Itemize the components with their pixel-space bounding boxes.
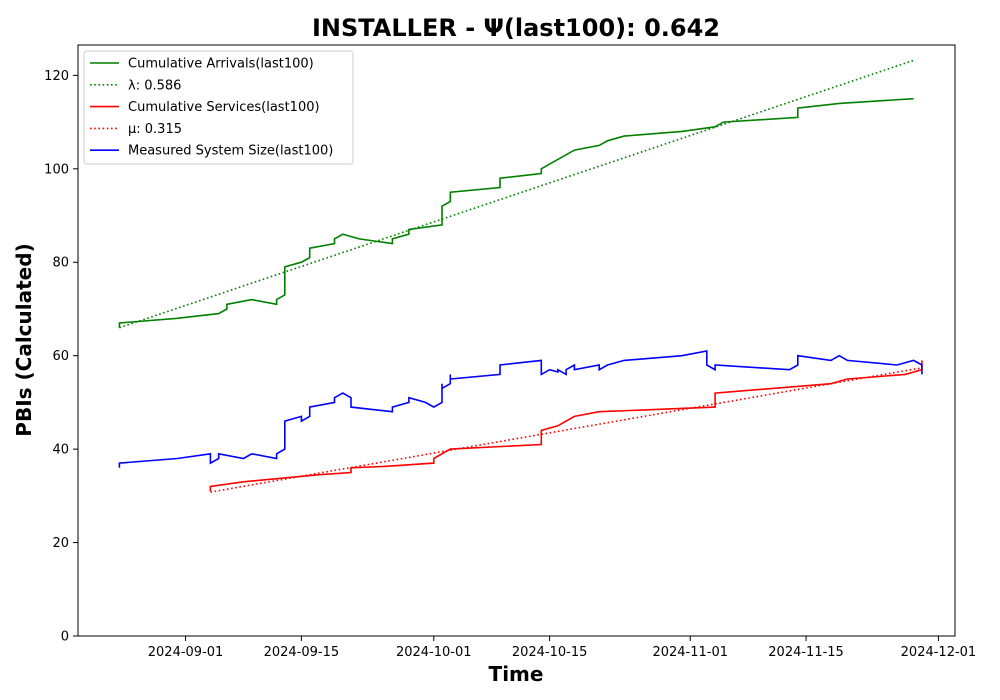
series-layer: [118, 59, 923, 493]
x-tick-label-1: 2024-09-15: [264, 645, 340, 660]
series-line-1: [119, 59, 914, 329]
legend-label-2: Cumulative Services(last100): [128, 100, 320, 115]
legend: Cumulative Arrivals(last100) λ: 0.586 Cumu…: [83, 50, 354, 165]
x-tick-label-3: 2024-10-15: [512, 645, 588, 660]
chart-title: INSTALLER - Ψ(last100): 0.642: [312, 14, 720, 42]
x-axis-label: Time: [489, 662, 544, 686]
legend-label-1: λ: 0.586: [128, 78, 181, 93]
y-tick-label-6: 120: [44, 69, 69, 84]
y-axis-ticks: 0 20 40 60 80 100 120: [44, 69, 78, 645]
series-line-3: [210, 367, 923, 493]
y-tick-label-2: 40: [52, 443, 69, 458]
y-axis-label: PBIs (Calculated): [12, 243, 36, 436]
series-line-0: [118, 97, 914, 328]
x-tick-label-0: 2024-09-01: [148, 645, 224, 660]
legend-label-0: Cumulative Arrivals(last100): [128, 57, 314, 72]
x-tick-label-2: 2024-10-01: [396, 645, 472, 660]
x-tick-label-5: 2024-11-15: [768, 645, 844, 660]
x-tick-label-4: 2024-11-01: [652, 645, 728, 660]
legend-label-3: μ: 0.315: [128, 122, 182, 137]
plot-area-frame: [77, 44, 956, 637]
y-tick-label-1: 20: [52, 536, 69, 551]
x-tick-label-6: 2024-12-01: [901, 645, 977, 660]
legend-label-4: Measured System Size(last100): [128, 144, 333, 159]
series-line-4: [118, 350, 923, 468]
y-tick-label-5: 100: [44, 162, 69, 177]
x-axis-ticks: 2024-09-01 2024-09-15 2024-10-01 2024-10-15…: [148, 636, 976, 660]
y-tick-label-0: 0: [61, 630, 69, 645]
legend-box: [83, 50, 354, 165]
series-line-2: [209, 360, 923, 492]
y-tick-label-3: 60: [52, 349, 69, 364]
y-tick-label-4: 80: [52, 256, 69, 271]
